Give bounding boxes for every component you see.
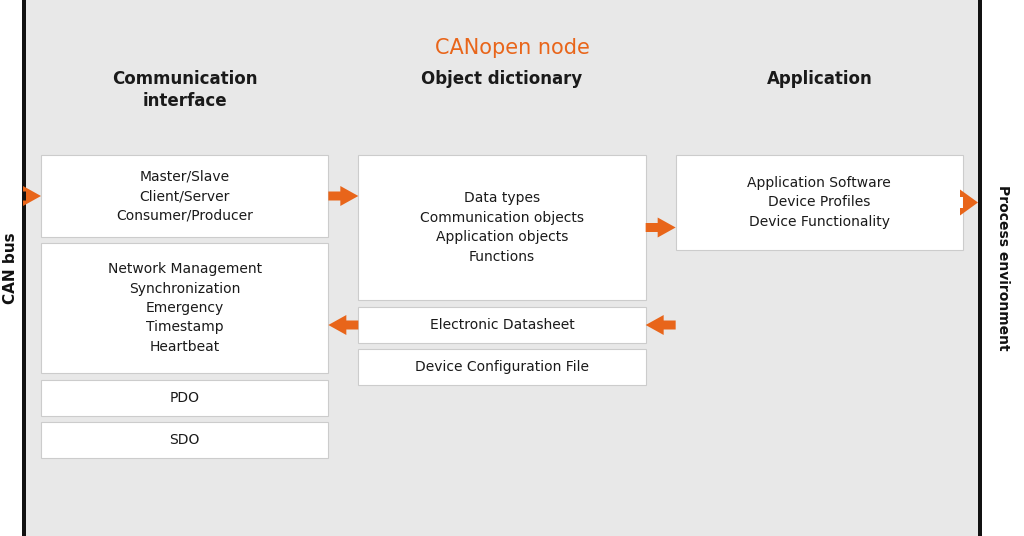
Polygon shape	[329, 315, 358, 335]
Text: Device Configuration File: Device Configuration File	[415, 360, 589, 374]
Text: PDO: PDO	[170, 391, 200, 405]
Text: Application Software
Device Profiles
Device Functionality: Application Software Device Profiles Dev…	[748, 176, 891, 229]
Text: CANopen node: CANopen node	[434, 38, 590, 58]
Text: Application: Application	[766, 70, 872, 88]
Text: CAN bus: CAN bus	[3, 232, 18, 304]
Polygon shape	[329, 186, 358, 206]
Text: Network Management
Synchronization
Emergency
Timestamp
Heartbeat: Network Management Synchronization Emerg…	[108, 262, 262, 354]
Polygon shape	[646, 218, 676, 237]
Text: Process environment: Process environment	[996, 185, 1010, 351]
Text: Electronic Datasheet: Electronic Datasheet	[430, 318, 574, 332]
Bar	[41, 380, 329, 416]
Bar	[978, 0, 982, 536]
Bar	[41, 243, 329, 373]
Bar	[41, 422, 329, 458]
Bar	[41, 155, 329, 237]
Bar	[358, 307, 646, 343]
Bar	[358, 155, 646, 300]
Polygon shape	[646, 315, 676, 335]
Text: Master/Slave
Client/Server
Consumer/Producer: Master/Slave Client/Server Consumer/Prod…	[117, 169, 253, 222]
Text: Communication
interface: Communication interface	[112, 70, 257, 110]
Bar	[358, 349, 646, 385]
Text: SDO: SDO	[170, 433, 200, 447]
Text: Data types
Communication objects
Application objects
Functions: Data types Communication objects Applica…	[420, 191, 584, 264]
Bar	[676, 155, 963, 250]
Polygon shape	[23, 186, 41, 206]
Text: Object dictionary: Object dictionary	[421, 70, 583, 88]
Polygon shape	[961, 190, 978, 215]
Bar	[22, 0, 26, 536]
